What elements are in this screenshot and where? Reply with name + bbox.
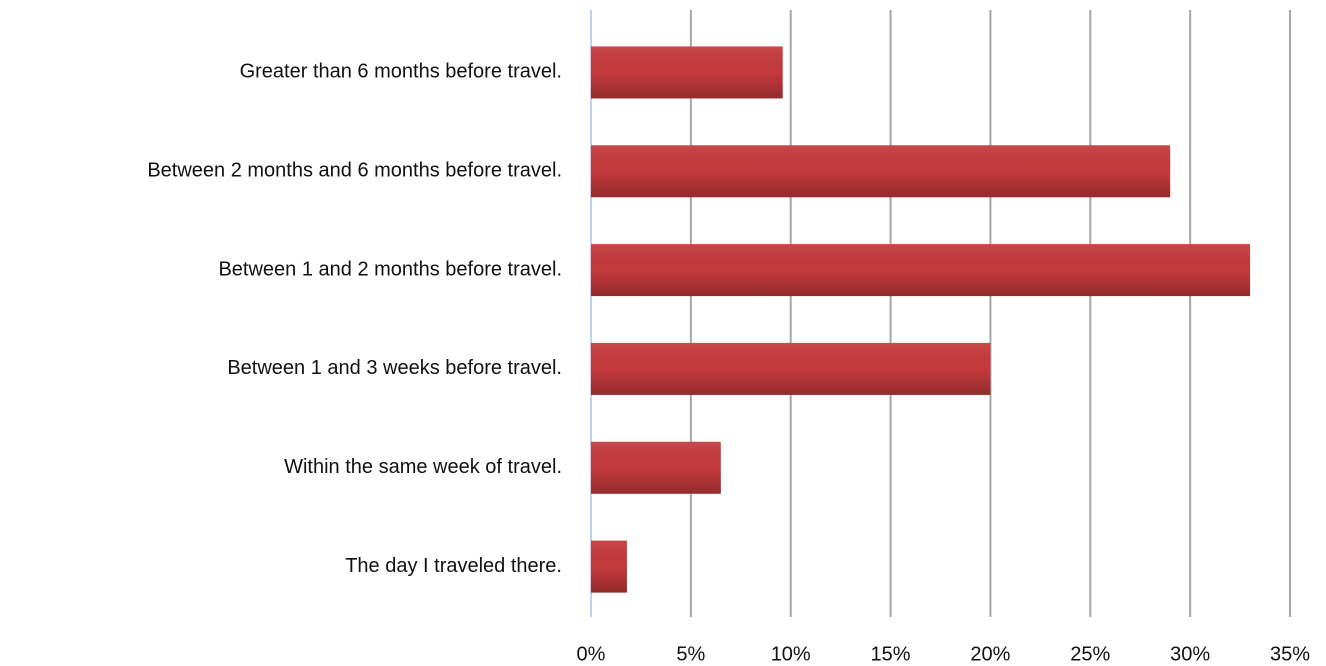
bar-shade [591,244,1251,297]
x-tick-label: 15% [871,643,911,665]
x-tick-label: 35% [1270,643,1310,665]
y-tick-label: Between 2 months and 6 months before tra… [147,160,562,182]
bar-shade [591,342,991,395]
x-tick-label: 0% [577,643,606,665]
bar-shade [591,46,783,99]
bar-shade [591,145,1171,198]
x-tick-label: 5% [676,643,705,665]
y-tick-label: Within the same week of travel. [284,456,562,478]
y-tick-label: Between 1 and 3 weeks before travel. [227,357,562,379]
y-tick-label: Greater than 6 months before travel. [240,61,562,83]
x-tick-label: 10% [771,643,811,665]
bar-shade [591,441,721,494]
x-tick-label: 25% [1070,643,1110,665]
y-tick-label: The day I traveled there. [345,555,562,577]
x-tick-label: 20% [970,643,1010,665]
y-tick-label: Between 1 and 2 months before travel. [218,258,562,280]
x-tick-label: 30% [1170,643,1210,665]
bar-shade [591,540,627,593]
